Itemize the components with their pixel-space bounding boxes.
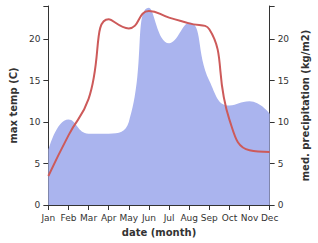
svg-text:10: 10	[29, 117, 41, 127]
svg-text:May: May	[120, 213, 139, 223]
svg-text:0: 0	[278, 200, 284, 210]
svg-text:Mar: Mar	[80, 213, 97, 223]
svg-text:max temp (C): max temp (C)	[8, 67, 19, 143]
svg-text:Jan: Jan	[40, 213, 55, 223]
svg-text:Apr: Apr	[101, 213, 117, 223]
svg-text:Sep: Sep	[201, 213, 218, 223]
svg-text:date (month): date (month)	[122, 227, 196, 238]
svg-text:Oct: Oct	[222, 213, 238, 223]
svg-text:Nov: Nov	[241, 213, 259, 223]
svg-text:Feb: Feb	[61, 213, 77, 223]
svg-text:5: 5	[35, 159, 41, 169]
svg-text:10: 10	[278, 117, 290, 127]
svg-text:Jul: Jul	[163, 213, 175, 223]
svg-text:20: 20	[278, 34, 290, 44]
svg-text:0: 0	[35, 200, 41, 210]
svg-text:15: 15	[278, 76, 289, 86]
svg-text:15: 15	[29, 76, 40, 86]
svg-text:Jun: Jun	[141, 213, 156, 223]
svg-text:med. precipitation (kg/m2): med. precipitation (kg/m2)	[300, 30, 311, 182]
svg-text:Dec: Dec	[261, 213, 278, 223]
svg-text:20: 20	[29, 34, 41, 44]
svg-text:Aug: Aug	[180, 213, 198, 223]
svg-text:5: 5	[278, 159, 284, 169]
